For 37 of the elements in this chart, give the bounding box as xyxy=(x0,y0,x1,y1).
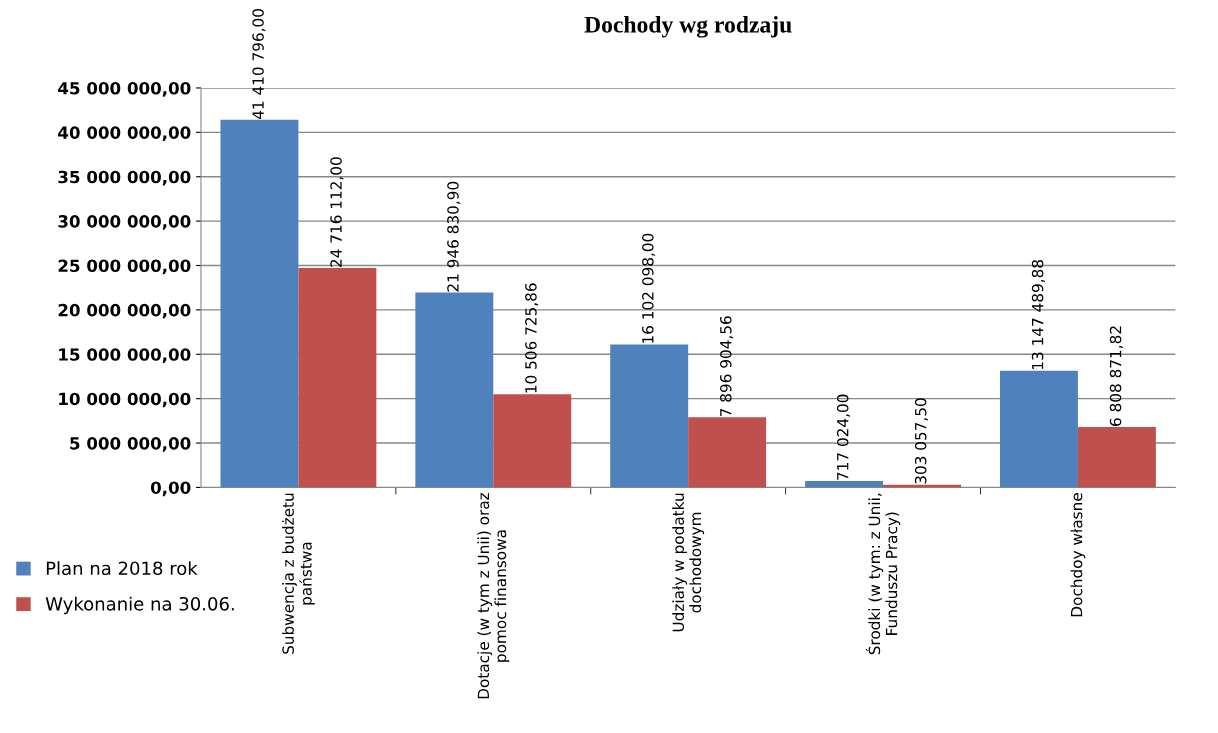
x-tick-label: Subwencja z budżetu państwa xyxy=(282,493,315,654)
bar xyxy=(688,417,767,488)
bar xyxy=(805,481,884,488)
bar xyxy=(298,268,377,488)
legend-label: Plan na 2018 rok xyxy=(46,561,198,576)
x-tick-label: Dotacje (w tym z Unii) oraz pomoc finansowa xyxy=(477,492,510,699)
y-tick-label: 25 000 000,00 xyxy=(58,259,191,275)
y-tick-label: 40 000 000,00 xyxy=(58,126,191,142)
data-label: 10 506 725,86 xyxy=(525,283,539,393)
data-label: 13 147 489,88 xyxy=(1031,260,1045,370)
x-tick-label: Udziały w podatku dochodowym xyxy=(672,493,705,632)
bar xyxy=(415,292,494,488)
data-label: 303 057,50 xyxy=(914,398,929,484)
y-tick-label: 15 000 000,00 xyxy=(59,348,191,363)
y-tick-label: 0,00 xyxy=(150,481,191,497)
x-tick-label: Dochdoy własne xyxy=(1070,493,1086,617)
bar xyxy=(1077,427,1156,488)
y-tick-label: 30 000 000,00 xyxy=(58,215,191,230)
bar xyxy=(610,344,689,488)
chart-title: Dochody wg rodzaju xyxy=(584,16,792,38)
bar xyxy=(220,119,299,488)
data-label: 41 410 796,00 xyxy=(252,9,266,120)
y-tick-label: 35 000 000,00 xyxy=(58,170,191,186)
bar xyxy=(999,370,1078,488)
y-tick-label: 5 000 000,00 xyxy=(70,437,191,452)
y-tick-label: 20 000 000,00 xyxy=(58,303,191,319)
data-label: 717 024,00 xyxy=(836,394,851,480)
data-label: 6 808 871,82 xyxy=(1109,326,1123,426)
bar xyxy=(493,394,572,488)
x-tick-label: Środki (w tym: z Unii, Funduszu Pracy) xyxy=(865,493,901,655)
data-label: 21 946 830,90 xyxy=(447,181,461,292)
y-tick-label: 45 000 000,00 xyxy=(58,81,191,97)
data-label: 7 896 904,56 xyxy=(720,316,734,417)
legend-label: Wykonanie na 30.06. xyxy=(45,596,234,615)
data-label: 24 716 112,00 xyxy=(330,157,344,267)
y-tick-label: 10 000 000,00 xyxy=(59,392,191,408)
data-label: 16 102 098,00 xyxy=(642,233,656,343)
